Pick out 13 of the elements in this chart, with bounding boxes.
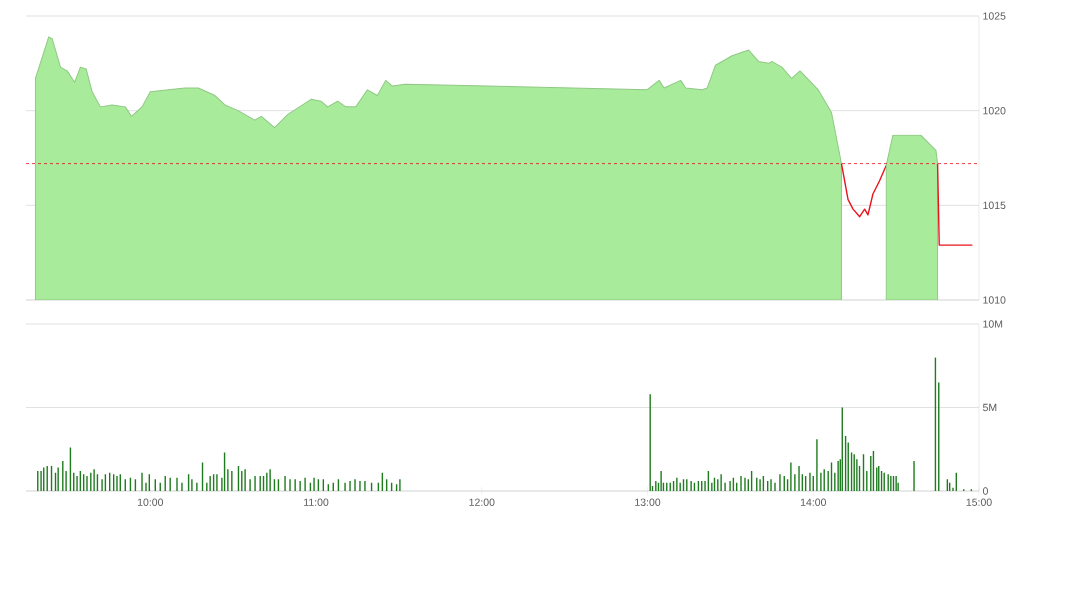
x-tick-label: 15:00 — [966, 498, 992, 506]
y-tick-label: 0 — [982, 487, 988, 495]
x-tick-label: 10:00 — [137, 498, 164, 506]
y-tick-label: 10M — [983, 320, 1003, 328]
x-tick-label: 13:00 — [635, 498, 661, 506]
y-tick-label: 1025 — [983, 12, 1006, 20]
y-tick-label: 5M — [982, 403, 997, 412]
x-tick-label: 12:00 — [469, 498, 495, 506]
y-tick-label: 1010 — [983, 296, 1006, 304]
x-tick-label: 11:00 — [304, 498, 329, 506]
x-tick-label: 14:00 — [800, 498, 826, 506]
y-tick-label: 1015 — [983, 201, 1006, 210]
y-tick-label: 1020 — [983, 106, 1006, 115]
